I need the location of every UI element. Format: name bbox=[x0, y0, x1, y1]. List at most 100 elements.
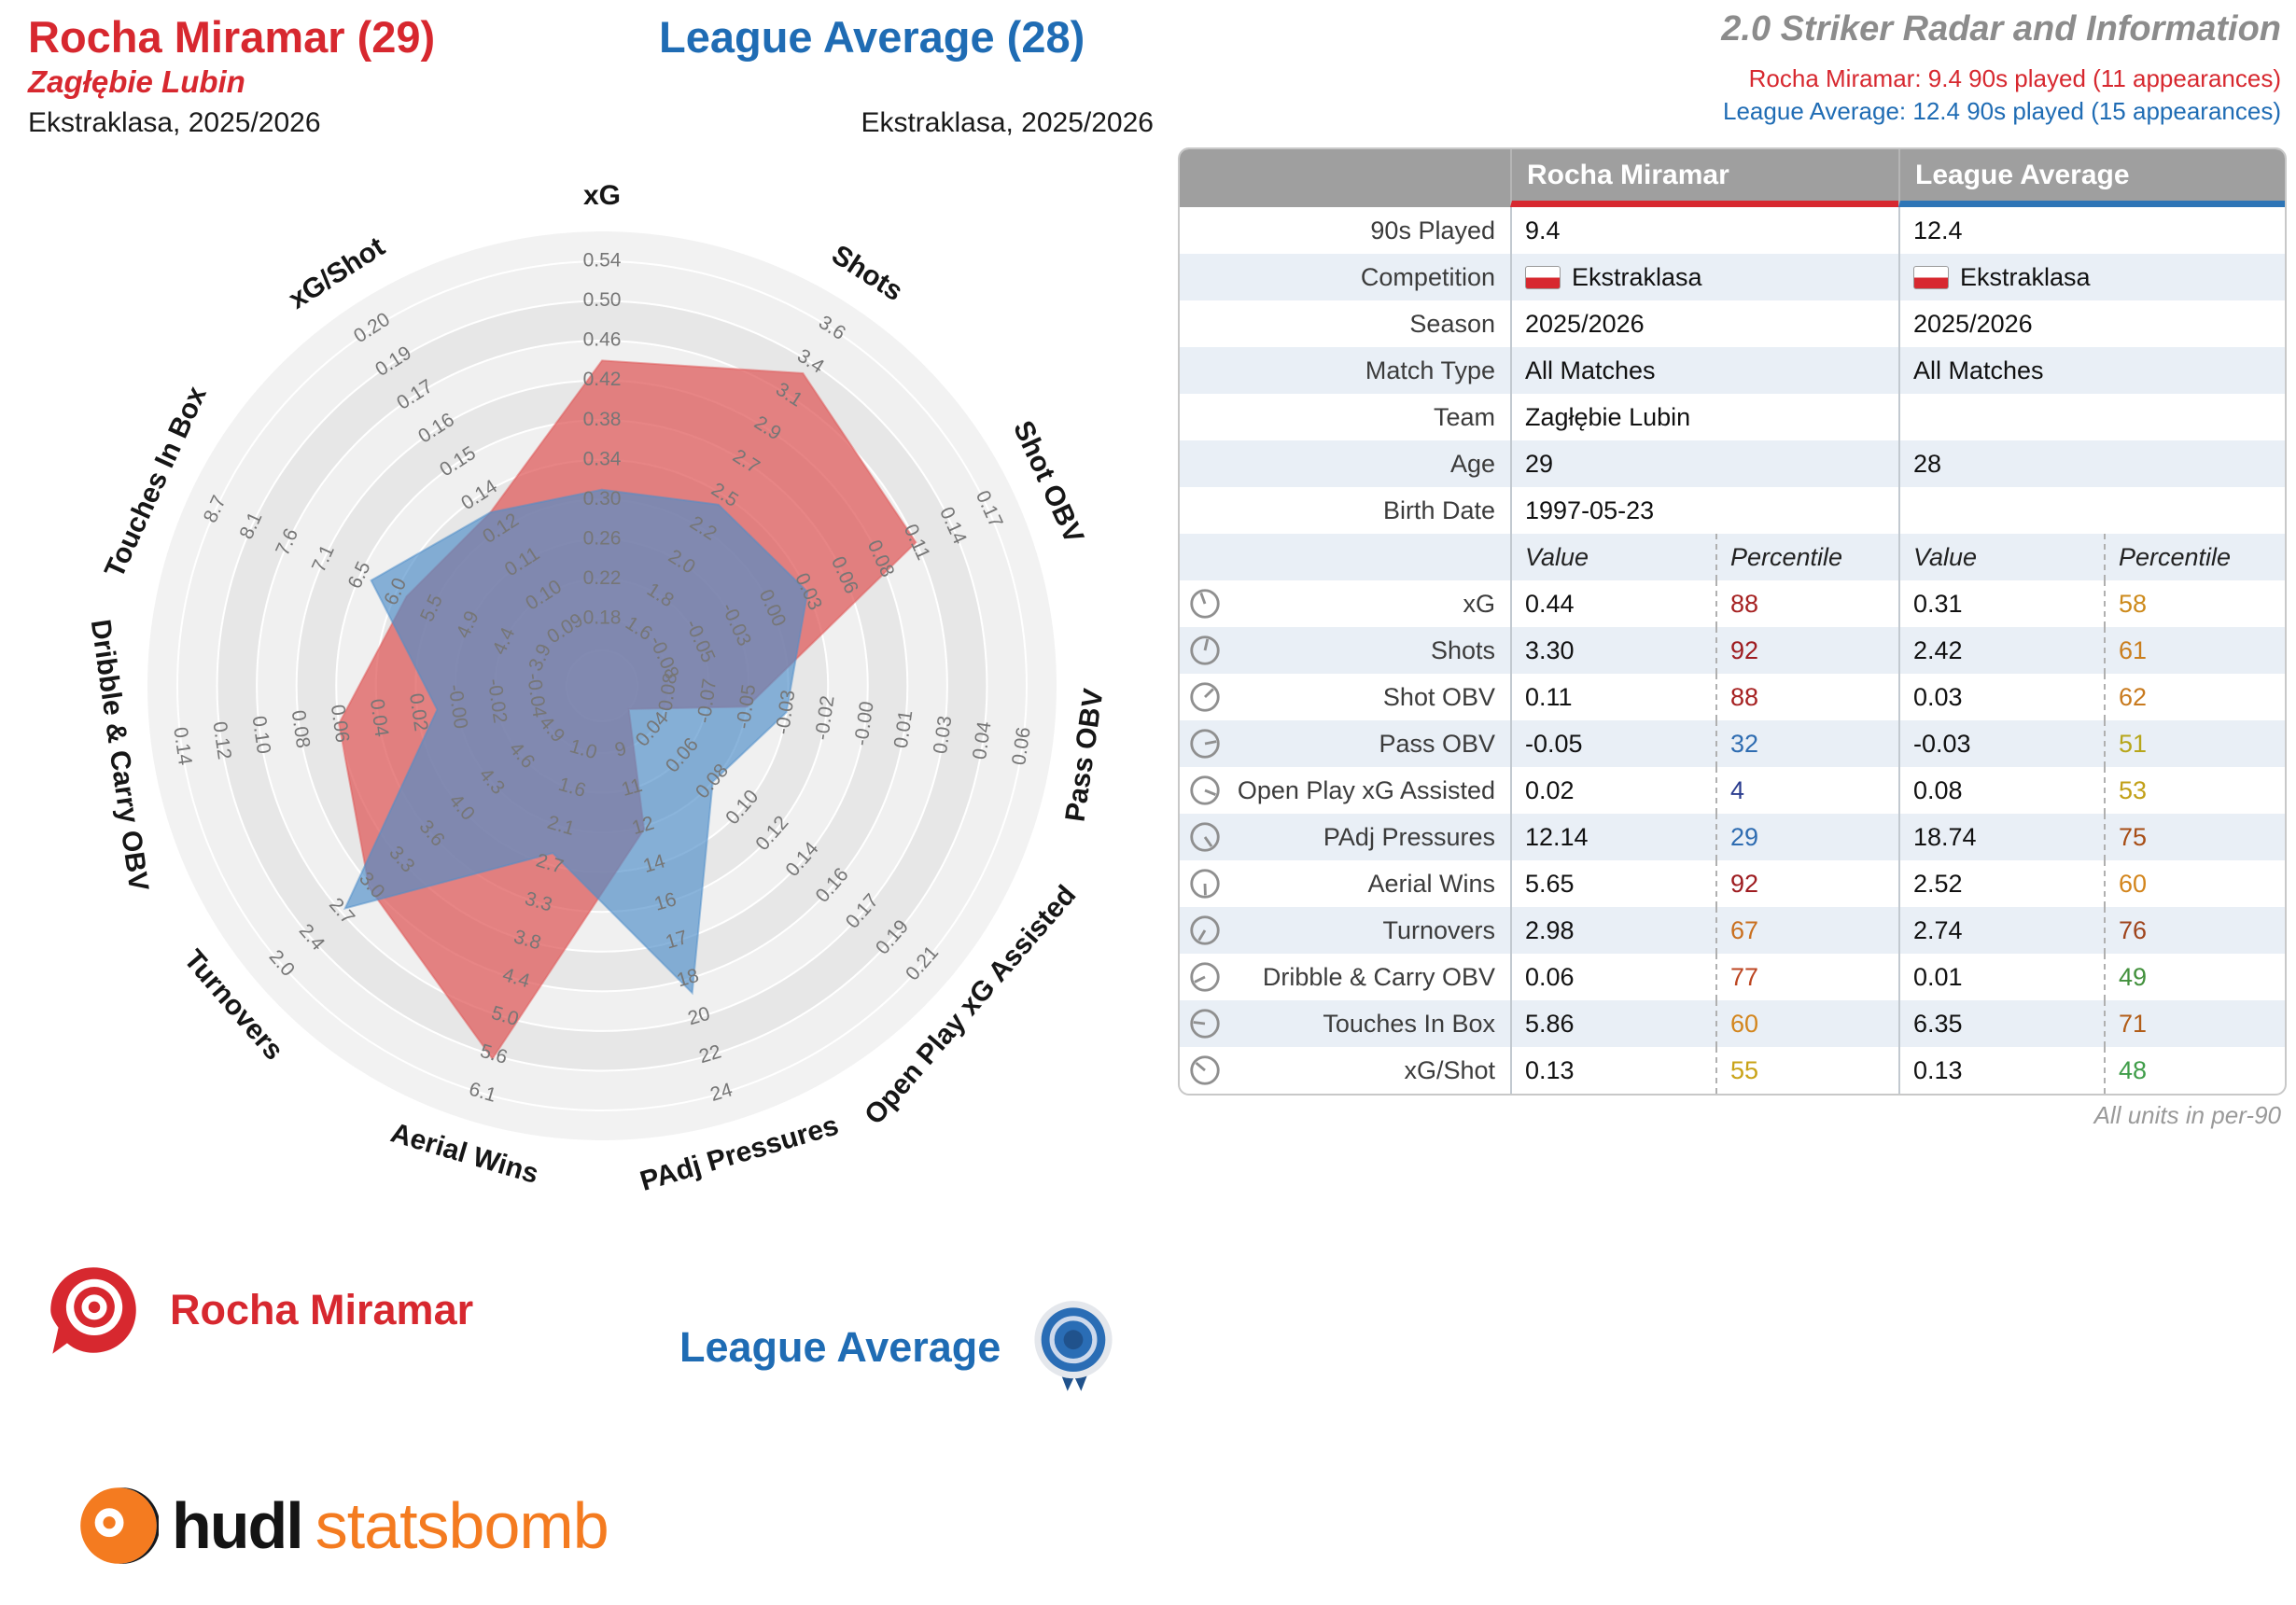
player-stat-value: 0.13 bbox=[1510, 1047, 1715, 1094]
radar-axis-label: xG bbox=[583, 180, 621, 211]
stat-label: Touches In Box bbox=[1180, 1000, 1510, 1047]
statsbomb-wordmark: statsbomb bbox=[315, 1489, 609, 1562]
stat-row: Shot OBV 0.11 88 0.03 62 bbox=[1180, 674, 2285, 720]
info-row: Birth Date 1997-05-23 bbox=[1180, 487, 2285, 534]
info-label: Birth Date bbox=[1382, 495, 1495, 524]
info-label: Season bbox=[1409, 309, 1495, 338]
league-stat-percentile: 75 bbox=[2104, 814, 2285, 860]
radar-tick-label: 0.34 bbox=[583, 448, 622, 469]
player-competition: Ekstraklasa, 2025/2026 bbox=[28, 107, 321, 138]
player-info-value: Zagłębie Lubin bbox=[1510, 394, 1898, 440]
radar-chart: 0.18 0.22 0.26 0.30 0.34 0.38 0.42 0.46 0.50 0.54… bbox=[85, 180, 1110, 1197]
stats-table: Rocha Miramar League Average 90s Played … bbox=[1178, 147, 2287, 1096]
league-stat-value: 6.35 bbox=[1898, 1000, 2104, 1047]
stat-gauge-icon bbox=[1190, 822, 1220, 852]
league-title: League Average (28) bbox=[659, 12, 1085, 62]
league-header: League Average (28) Ekstraklasa, 2025/20… bbox=[659, 11, 1154, 139]
league-stat-percentile: 71 bbox=[2104, 1000, 2285, 1047]
league-info-value: All Matches bbox=[1898, 347, 2285, 394]
player-stat-value: 0.06 bbox=[1510, 954, 1715, 1000]
legend-league-label: League Average bbox=[679, 1323, 1001, 1371]
radar-tick-label: 0.10 bbox=[248, 715, 275, 756]
radar-axis-label: Pass OBV bbox=[1060, 687, 1110, 824]
league-average-badge-icon bbox=[1034, 1301, 1113, 1391]
player-stat-percentile: 32 bbox=[1715, 720, 1898, 767]
stat-label: xG/Shot bbox=[1180, 1047, 1510, 1094]
radar-info-title: 2.0 Striker Radar and Information bbox=[1721, 9, 2281, 49]
league-stat-percentile: 76 bbox=[2104, 907, 2285, 954]
radar-tick-label: 0.38 bbox=[583, 409, 622, 430]
radar-tick-label: 0.12 bbox=[208, 720, 235, 761]
radar-tick-label: 0.03 bbox=[930, 715, 957, 756]
subheader-empty-cell bbox=[1180, 534, 1510, 580]
league-stat-percentile: 49 bbox=[2104, 954, 2285, 1000]
player-stat-percentile: 92 bbox=[1715, 860, 1898, 907]
league-stat-percentile: 58 bbox=[2104, 580, 2285, 627]
radar-axis-label: Dribble & Carry OBV bbox=[85, 618, 154, 893]
league-info-value: Ekstraklasa bbox=[1898, 254, 2285, 300]
info-label: 90s Played bbox=[1370, 216, 1495, 244]
player-stat-value: 0.44 bbox=[1510, 580, 1715, 627]
stat-label: xG bbox=[1180, 580, 1510, 627]
info-row: Competition Ekstraklasa Ekstraklasa bbox=[1180, 254, 2285, 300]
hudl-statsbomb-logo: hudl statsbomb bbox=[78, 1486, 609, 1566]
player-title: Rocha Miramar (29) bbox=[28, 12, 436, 62]
stat-row: xG/Shot 0.13 55 0.13 48 bbox=[1180, 1047, 2285, 1094]
league-stat-percentile: 60 bbox=[2104, 860, 2285, 907]
player-stat-percentile: 77 bbox=[1715, 954, 1898, 1000]
radar-axis-label: Shots bbox=[826, 239, 908, 307]
stat-label: Open Play xG Assisted bbox=[1180, 767, 1510, 814]
stat-row: Shots 3.30 92 2.42 61 bbox=[1180, 627, 2285, 674]
stat-gauge-icon bbox=[1190, 682, 1220, 712]
player-90s-line: Rocha Miramar: 9.4 90s played (11 appear… bbox=[1748, 64, 2281, 92]
poland-flag-icon bbox=[1913, 265, 1949, 289]
value-percentile-subheader: Value Percentile Value Percentile bbox=[1180, 534, 2285, 580]
league-value-header: Value bbox=[1898, 534, 2104, 580]
stat-gauge-icon bbox=[1190, 775, 1220, 805]
radar-info-header: 2.0 Striker Radar and Information Rocha … bbox=[1721, 9, 2281, 128]
league-info-value: 28 bbox=[1898, 440, 2285, 487]
player-stat-value: 2.98 bbox=[1510, 907, 1715, 954]
radar-tick-label: 0.02 bbox=[405, 691, 432, 733]
radar-tick-label: 0.54 bbox=[583, 250, 622, 272]
stat-row: Dribble & Carry OBV 0.06 77 0.01 49 bbox=[1180, 954, 2285, 1000]
player-stat-value: 3.30 bbox=[1510, 627, 1715, 674]
stat-gauge-icon bbox=[1190, 589, 1220, 619]
radar-tick-label: 0.06 bbox=[1008, 726, 1035, 767]
stat-row: Aerial Wins 5.65 92 2.52 60 bbox=[1180, 860, 2285, 907]
info-label: Team bbox=[1433, 402, 1495, 431]
stat-label: Aerial Wins bbox=[1180, 860, 1510, 907]
league-90s-line: League Average: 12.4 90s played (15 appe… bbox=[1723, 97, 2281, 126]
info-label: Competition bbox=[1360, 262, 1495, 291]
stat-label: Pass OBV bbox=[1180, 720, 1510, 767]
player-stat-value: -0.05 bbox=[1510, 720, 1715, 767]
stat-gauge-icon bbox=[1190, 1055, 1220, 1085]
player-info-value: All Matches bbox=[1510, 347, 1898, 394]
player-stat-percentile: 4 bbox=[1715, 767, 1898, 814]
statsbomb-ball-icon bbox=[80, 1487, 159, 1564]
league-info-value bbox=[1898, 487, 2285, 534]
stat-gauge-icon bbox=[1190, 915, 1220, 945]
player-info-value: 29 bbox=[1510, 440, 1898, 487]
league-stat-percentile: 53 bbox=[2104, 767, 2285, 814]
info-row: Team Zagłębie Lubin bbox=[1180, 394, 2285, 440]
info-label: Match Type bbox=[1365, 356, 1495, 384]
stat-gauge-icon bbox=[1190, 635, 1220, 665]
player-stat-percentile: 67 bbox=[1715, 907, 1898, 954]
player-stat-value: 0.02 bbox=[1510, 767, 1715, 814]
poland-flag-icon bbox=[1525, 265, 1561, 289]
info-row: Match Type All Matches All Matches bbox=[1180, 347, 2285, 394]
player-header: Rocha Miramar (29) Zagłębie Lubin Ekstra… bbox=[28, 11, 435, 139]
radar-tick-label: 0.46 bbox=[583, 329, 622, 351]
radar-tick-label: 0.08 bbox=[287, 709, 315, 750]
info-row: Season 2025/2026 2025/2026 bbox=[1180, 300, 2285, 347]
league-stat-value: 2.74 bbox=[1898, 907, 2104, 954]
radar-tick-label: 0.42 bbox=[583, 369, 622, 390]
radar-tick-label: 0.01 bbox=[890, 709, 917, 750]
stat-label: PAdj Pressures bbox=[1180, 814, 1510, 860]
league-average-polygon bbox=[343, 488, 809, 996]
stat-row: Turnovers 2.98 67 2.74 76 bbox=[1180, 907, 2285, 954]
player-stat-percentile: 92 bbox=[1715, 627, 1898, 674]
league-stat-value: 0.31 bbox=[1898, 580, 2104, 627]
legend-player: Rocha Miramar bbox=[45, 1262, 473, 1359]
